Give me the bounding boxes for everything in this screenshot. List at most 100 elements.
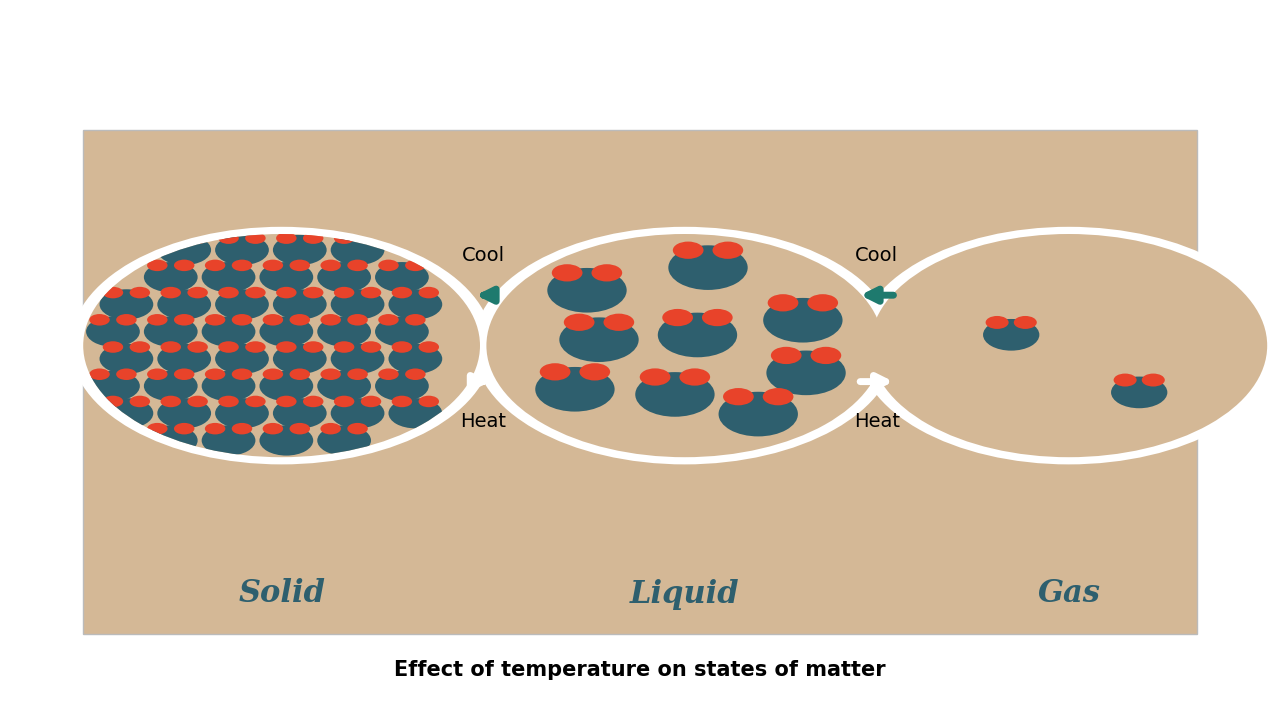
Circle shape (361, 287, 381, 298)
Circle shape (289, 423, 310, 434)
Circle shape (100, 398, 154, 428)
Circle shape (260, 371, 314, 401)
Circle shape (143, 262, 197, 292)
Circle shape (232, 423, 252, 434)
Circle shape (219, 233, 239, 244)
Circle shape (858, 227, 1280, 464)
Circle shape (563, 314, 594, 331)
Circle shape (83, 234, 480, 457)
Circle shape (474, 227, 896, 464)
Circle shape (540, 363, 571, 380)
Circle shape (320, 423, 340, 434)
Circle shape (260, 262, 314, 292)
Text: Liquid: Liquid (630, 578, 740, 610)
Circle shape (718, 392, 797, 436)
Circle shape (486, 234, 883, 457)
Circle shape (320, 314, 340, 325)
Circle shape (591, 264, 622, 282)
Circle shape (404, 260, 425, 271)
Circle shape (379, 260, 399, 271)
Circle shape (983, 319, 1039, 351)
Circle shape (763, 388, 794, 405)
Circle shape (260, 317, 314, 347)
Circle shape (317, 317, 371, 347)
Circle shape (102, 287, 123, 298)
Circle shape (289, 260, 310, 271)
Circle shape (673, 242, 704, 259)
Circle shape (276, 287, 297, 298)
Circle shape (404, 369, 425, 380)
Circle shape (70, 227, 493, 464)
Circle shape (580, 363, 611, 380)
Circle shape (810, 347, 841, 364)
Circle shape (662, 309, 692, 326)
Circle shape (419, 287, 439, 298)
Circle shape (276, 396, 297, 408)
Circle shape (90, 369, 110, 380)
Circle shape (375, 262, 429, 292)
Circle shape (205, 314, 225, 325)
Circle shape (215, 398, 269, 428)
Circle shape (102, 341, 123, 353)
Circle shape (419, 341, 439, 353)
Circle shape (768, 294, 799, 312)
Circle shape (303, 341, 324, 353)
Circle shape (215, 289, 269, 320)
Circle shape (347, 423, 367, 434)
Text: Cool: Cool (462, 246, 504, 265)
Circle shape (1114, 374, 1137, 387)
Circle shape (187, 233, 207, 244)
Circle shape (262, 369, 283, 380)
Circle shape (187, 341, 207, 353)
Circle shape (986, 316, 1009, 329)
Circle shape (262, 260, 283, 271)
Circle shape (392, 287, 412, 298)
Circle shape (771, 347, 801, 364)
Circle shape (102, 396, 123, 408)
Circle shape (246, 396, 266, 408)
Circle shape (205, 369, 225, 380)
Circle shape (276, 233, 297, 244)
Circle shape (603, 314, 634, 331)
Circle shape (640, 369, 671, 386)
Circle shape (143, 371, 197, 401)
Circle shape (347, 260, 367, 271)
Circle shape (330, 289, 384, 320)
Circle shape (1111, 377, 1167, 408)
Circle shape (375, 371, 429, 401)
Circle shape (143, 426, 197, 456)
Circle shape (246, 341, 266, 353)
Circle shape (157, 235, 211, 265)
Circle shape (389, 289, 443, 320)
Bar (83, 130, 1197, 634)
Text: Heat: Heat (461, 412, 506, 431)
Circle shape (116, 314, 137, 325)
Circle shape (404, 314, 425, 325)
Circle shape (202, 371, 256, 401)
Circle shape (157, 398, 211, 428)
Circle shape (147, 423, 168, 434)
Circle shape (232, 369, 252, 380)
Circle shape (1014, 316, 1037, 329)
Circle shape (202, 262, 256, 292)
Circle shape (100, 343, 154, 374)
Circle shape (160, 287, 180, 298)
Circle shape (160, 233, 180, 244)
Circle shape (246, 233, 266, 244)
Circle shape (273, 289, 326, 320)
Circle shape (160, 396, 180, 408)
Text: Heat: Heat (854, 412, 900, 431)
Circle shape (389, 398, 443, 428)
Circle shape (658, 312, 737, 357)
Circle shape (246, 287, 266, 298)
Circle shape (174, 260, 195, 271)
Circle shape (392, 396, 412, 408)
Circle shape (143, 317, 197, 347)
Circle shape (273, 343, 326, 374)
Circle shape (713, 242, 744, 259)
Circle shape (273, 235, 326, 265)
Circle shape (392, 341, 412, 353)
Circle shape (129, 341, 150, 353)
Circle shape (289, 314, 310, 325)
Circle shape (361, 233, 381, 244)
